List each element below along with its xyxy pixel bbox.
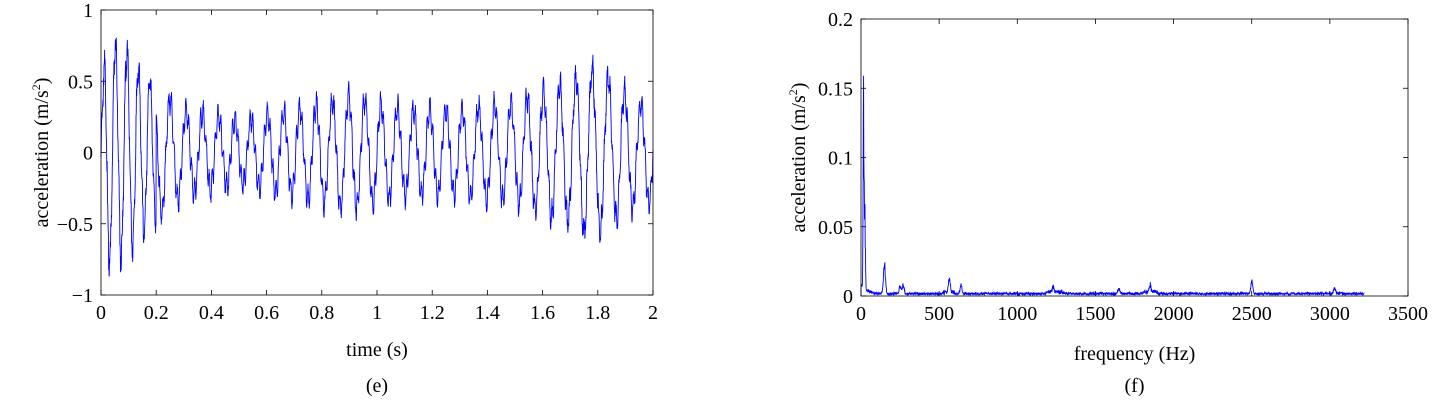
x-tick-label: 0.2 <box>144 302 169 324</box>
y-axis-label-close: ) <box>31 78 53 85</box>
x-tick-label: 0 <box>96 302 106 324</box>
x-axis-label: time (s) <box>346 339 408 361</box>
x-tick-label: 500 <box>924 303 954 325</box>
y-tick-label: −1 <box>72 285 93 307</box>
y-tick-label: 0.1 <box>828 148 853 170</box>
y-axis-label-superscript: 2 <box>786 89 800 95</box>
plot-frame <box>860 18 1409 297</box>
plot-frame <box>100 9 654 296</box>
acceleration-time-series <box>100 37 654 277</box>
y-tick-label: 0.2 <box>828 9 853 31</box>
panel-label: (e) <box>366 375 388 397</box>
x-tick-label: 2 <box>648 302 658 324</box>
y-tick-label: 0 <box>843 286 853 308</box>
y-axis-label-text: acceleration (m/s <box>31 90 53 227</box>
x-axis-label: frequency (Hz) <box>1074 343 1196 365</box>
frequency-spectrum-plot: 0 500 1000 1500 2000 2500 3000 3500 0 0.05 0.1 0.15… <box>786 9 1428 397</box>
y-axis-label: acceleration (m/s2) <box>29 78 53 228</box>
x-tick-label: 1.2 <box>420 302 445 324</box>
time-domain-plot: 0 0.2 0.4 0.6 0.8 1 1.2 1.4 1.6 1.8 2 −1 −0.5 0 0.5 1 ti… <box>29 0 658 397</box>
x-tick-label: 1.6 <box>530 302 555 324</box>
y-axis-label-text: acceleration (m/s <box>788 95 810 232</box>
x-tick-label: 0.6 <box>254 302 279 324</box>
y-axis-label: acceleration (m/s2) <box>786 83 810 233</box>
x-tick-label: 1500 <box>1075 303 1115 325</box>
x-tick-label: 0 <box>856 303 866 325</box>
x-tick-label: 0.8 <box>309 302 334 324</box>
x-tick-label: 1.4 <box>475 302 500 324</box>
y-axis-label-close: ) <box>788 83 810 90</box>
x-tick-label: 2000 <box>1154 303 1194 325</box>
y-tick-label: −0.5 <box>57 214 93 236</box>
x-tick-label: 3500 <box>1388 303 1428 325</box>
y-axis-label-superscript: 2 <box>29 84 43 90</box>
y-tick-label: 1 <box>83 0 93 22</box>
y-tick-label: 0.15 <box>818 78 853 100</box>
x-tick-label: 1 <box>372 302 382 324</box>
x-tick-label: 1000 <box>997 303 1037 325</box>
panel-label: (f) <box>1125 375 1145 397</box>
acceleration-spectrum <box>860 75 1365 297</box>
x-tick-label: 3000 <box>1310 303 1350 325</box>
y-tick-label: 0.05 <box>818 217 853 239</box>
x-tick-label: 1.8 <box>585 302 610 324</box>
y-tick-label: 0 <box>83 143 93 165</box>
x-tick-label: 2500 <box>1232 303 1272 325</box>
x-tick-label: 0.4 <box>199 302 224 324</box>
y-tick-label: 0.5 <box>68 71 93 93</box>
